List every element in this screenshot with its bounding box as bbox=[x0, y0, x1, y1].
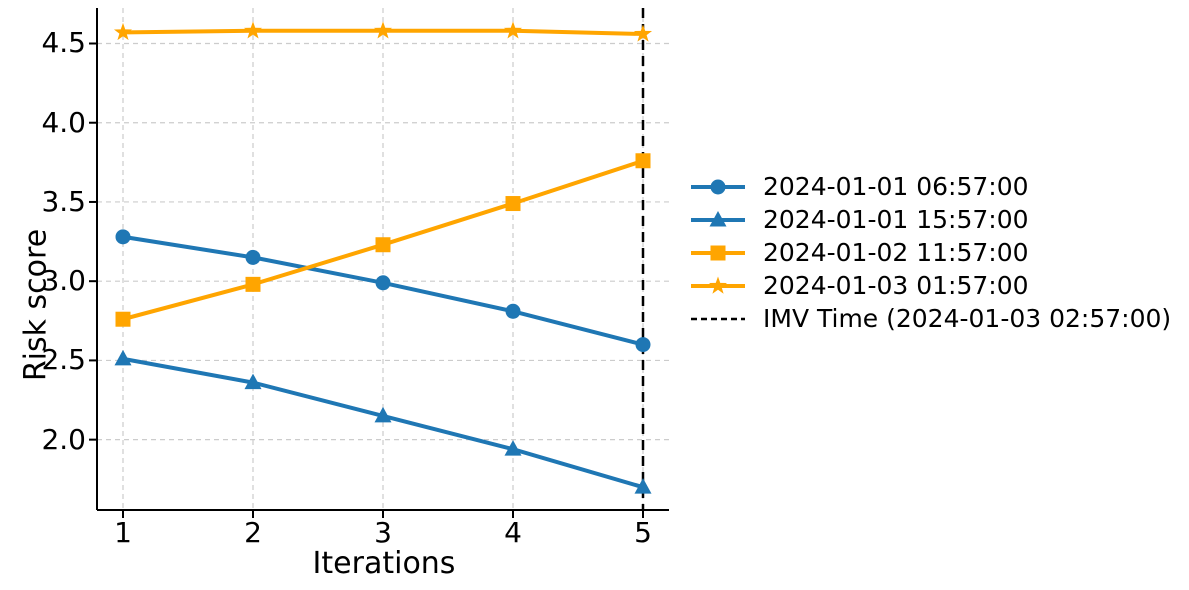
marker-circle bbox=[115, 229, 131, 245]
marker-triangle bbox=[114, 349, 132, 366]
marker-triangle bbox=[634, 478, 652, 494]
y-tick-label: 2.0 bbox=[41, 422, 86, 456]
marker-square bbox=[710, 245, 726, 260]
marker-circle bbox=[375, 275, 391, 291]
y-tick-label: 3.5 bbox=[41, 184, 86, 218]
marker-triangle bbox=[244, 373, 262, 390]
x-tick-label: 3 bbox=[374, 516, 392, 549]
legend-item-label: 2024-01-02 11:57:00 bbox=[763, 238, 1029, 267]
marker-star bbox=[373, 21, 393, 39]
marker-square bbox=[245, 276, 261, 292]
x-tick-label: 5 bbox=[634, 516, 652, 549]
marker-circle bbox=[710, 179, 726, 194]
legend-item-series-1: 2024-01-01 06:57:00 bbox=[688, 172, 1171, 201]
y-tick-label: 4.5 bbox=[41, 26, 86, 60]
legend-line-star-icon bbox=[691, 276, 745, 294]
marker-square bbox=[505, 196, 521, 212]
x-tick-label: 1 bbox=[114, 516, 132, 549]
marker-triangle bbox=[504, 440, 522, 456]
x-tick-label: 4 bbox=[504, 516, 522, 549]
marker-square bbox=[635, 153, 651, 169]
legend-item-series-2: 2024-01-01 15:57:00 bbox=[688, 205, 1171, 234]
legend-item-label: 2024-01-01 15:57:00 bbox=[763, 205, 1029, 234]
marker-star bbox=[243, 21, 263, 39]
marker-circle bbox=[505, 303, 521, 319]
legend: 2024-01-01 06:57:00 2024-01-01 15:57:00 … bbox=[688, 172, 1171, 333]
marker-square bbox=[375, 237, 391, 253]
legend-item-label: 2024-01-01 06:57:00 bbox=[763, 172, 1029, 201]
legend-item-series-3: 2024-01-02 11:57:00 bbox=[688, 238, 1171, 267]
legend-dashed-line-icon bbox=[691, 317, 745, 320]
y-tick-label: 2.5 bbox=[41, 343, 86, 377]
marker-triangle bbox=[374, 406, 392, 423]
legend-item-label: IMV Time (2024-01-03 02:57:00) bbox=[763, 304, 1172, 333]
y-tick-label: 4.0 bbox=[41, 105, 86, 139]
legend-item-imv-time: IMV Time (2024-01-03 02:57:00) bbox=[688, 304, 1171, 333]
y-tick-label: 3.0 bbox=[41, 264, 86, 298]
x-axis-label: Iterations bbox=[312, 546, 456, 581]
marker-star bbox=[113, 22, 133, 41]
marker-circle bbox=[635, 337, 651, 353]
x-tick-label: 2 bbox=[244, 516, 262, 549]
marker-star bbox=[503, 21, 523, 39]
marker-circle bbox=[245, 249, 261, 265]
legend-line-circle-icon bbox=[691, 179, 745, 194]
marker-square bbox=[115, 311, 131, 327]
legend-line-square-icon bbox=[691, 245, 745, 260]
marker-star bbox=[708, 276, 728, 294]
marker-star bbox=[633, 24, 653, 42]
legend-item-label: 2024-01-03 01:57:00 bbox=[763, 271, 1029, 300]
legend-item-series-4: 2024-01-03 01:57:00 bbox=[688, 271, 1171, 300]
legend-line-triangle-icon bbox=[691, 210, 745, 226]
marker-triangle bbox=[709, 210, 727, 226]
